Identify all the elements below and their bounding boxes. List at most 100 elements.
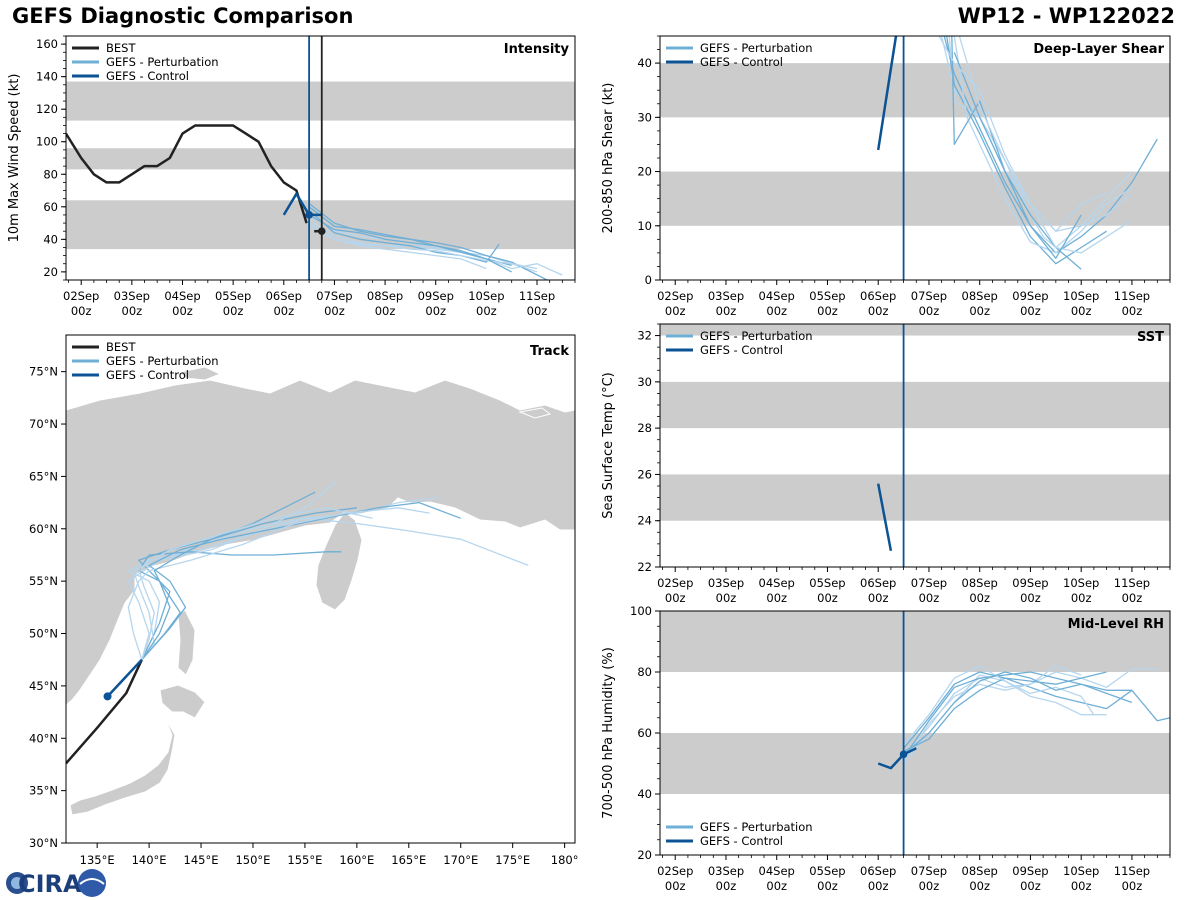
track-map-area (66, 366, 575, 816)
sst-xtick-label: 11Sep (1114, 576, 1150, 590)
shear-perturbation-line-7 (953, 52, 1082, 259)
sst-band-2 (660, 324, 1170, 336)
rh-xtick-label: 05Sep (809, 864, 845, 878)
sst-ytick-label: 26 (637, 467, 652, 481)
sst-xtick-sublabel: 00z (1020, 591, 1041, 605)
track-xtick-label: 140°E (132, 853, 167, 867)
rh-ytick-label: 20 (637, 848, 652, 862)
rh-xtick-sublabel: 00z (1071, 879, 1092, 893)
rh-control-line (877, 747, 917, 770)
shear-ytick-label: 10 (637, 219, 652, 233)
intensity-ytick-label: 140 (36, 70, 58, 84)
shear-xtick-label: 08Sep (962, 289, 998, 303)
intensity-xtick-sublabel: 00z (527, 304, 548, 318)
shear-xtick-sublabel: 00z (817, 304, 838, 318)
land-sakhalin (177, 609, 196, 676)
rh-band-1 (660, 611, 1170, 672)
shear-xtick-label: 09Sep (1012, 289, 1048, 303)
track-ytick-label: 40°N (29, 731, 58, 745)
sst-xtick-label: 04Sep (759, 576, 795, 590)
rh-xtick-label: 07Sep (911, 864, 947, 878)
sst-plot-area (660, 324, 1170, 567)
land-wrangel-island (518, 407, 552, 419)
shear-xtick-label: 03Sep (708, 289, 744, 303)
track-control-line (106, 658, 143, 698)
panel-track: 135°E 140°E 145°E 150°E 155°E 160°E 165°E 170°E… (29, 334, 578, 867)
track-xtick-label: 175°E (495, 853, 530, 867)
shear-xtick-label: 11Sep (1114, 289, 1150, 303)
rh-xtick-label: 02Sep (657, 864, 693, 878)
legend-label-best: BEST (106, 41, 136, 55)
track-ytick-label: 35°N (29, 784, 58, 798)
intensity-best-line (66, 124, 308, 224)
shear-xtick-label: 07Sep (911, 289, 947, 303)
rh-xtick-label: 09Sep (1012, 864, 1048, 878)
track-xtick-label: 150°E (235, 853, 270, 867)
rh-xtick-label: 08Sep (962, 864, 998, 878)
shear-xtick-sublabel: 00z (766, 304, 787, 318)
track-perturbation-line-3 (138, 551, 342, 661)
track-ytick-label: 65°N (29, 469, 58, 483)
intensity-plot-area (66, 36, 575, 280)
shear-xtick-sublabel: 00z (969, 304, 990, 318)
rh-xtick-label: 06Sep (860, 864, 896, 878)
intensity-ytick-label: 100 (36, 135, 58, 149)
sst-panel-title: SST (1137, 330, 1164, 345)
legend-label-best: BEST (106, 340, 136, 354)
intensity-ylabel: 10m Max Wind Speed (kt) (7, 74, 22, 243)
track-ytick-label: 50°N (29, 627, 58, 641)
cira-logo-text: CIRA (18, 870, 82, 898)
rh-xtick-label: 11Sep (1114, 864, 1150, 878)
land-asia-siberia (66, 379, 575, 706)
land-novosibirsk-islands (179, 366, 222, 381)
shear-perturbation-line-8 (938, 36, 1107, 232)
intensity-ytick-label: 40 (43, 232, 58, 246)
intensity-perturbation-line-3 (308, 209, 500, 263)
shear-ytick-label: 40 (637, 56, 652, 70)
rh-perturbation-line-4 (903, 665, 1082, 761)
intensity-xtick-label: 11Sep (519, 289, 555, 303)
intensity-perturbation-line-1 (308, 206, 548, 280)
sst-xtick-sublabel: 00z (969, 591, 990, 605)
rh-perturbation-line-7 (903, 671, 1133, 755)
track-ytick-label: 60°N (29, 522, 58, 536)
sst-ytick-label: 32 (637, 329, 652, 343)
land-hokkaido (159, 684, 206, 719)
shear-xtick-sublabel: 00z (1071, 304, 1092, 318)
sst-ytick-label: 22 (637, 560, 652, 574)
land-kamchatka (315, 511, 363, 611)
track-xtick-label: 145°E (184, 853, 219, 867)
rh-xtick-sublabel: 00z (716, 879, 737, 893)
rh-ytick-label: 40 (637, 787, 652, 801)
sst-xtick-label: 06Sep (860, 576, 896, 590)
figure-title: GEFS Diagnostic Comparison (12, 4, 354, 28)
sst-xtick-sublabel: 00z (817, 591, 838, 605)
intensity-xtick-sublabel: 00z (223, 304, 244, 318)
legend-label-perturbation: GEFS - Perturbation (106, 354, 219, 368)
shear-xtick-sublabel: 00z (665, 304, 686, 318)
intensity-ytick-label: 20 (43, 265, 58, 279)
shear-band-0 (660, 171, 1170, 226)
sst-xtick-sublabel: 00z (919, 591, 940, 605)
shear-xtick-label: 04Sep (759, 289, 795, 303)
shear-perturbation-line-1 (943, 36, 1158, 254)
intensity-best-marker (317, 227, 326, 235)
legend-label-perturbation: GEFS - Perturbation (106, 55, 219, 69)
panel-shear: 01020304002Sep00z03Sep00z04Sep00z05Sep00… (601, 35, 1171, 318)
intensity-xtick-label: 07Sep (316, 289, 352, 303)
legend-label-perturbation: GEFS - Perturbation (700, 820, 813, 834)
rh-perturbation-line-5 (903, 671, 1107, 752)
intensity-perturbation-line-7 (308, 202, 512, 273)
rh-control-marker (899, 750, 908, 759)
shear-panel-title: Deep-Layer Shear (1033, 42, 1164, 57)
rh-xtick-sublabel: 00z (969, 879, 990, 893)
track-frame (65, 334, 576, 844)
intensity-perturbation-line-0 (308, 214, 538, 273)
intensity-xtick-label: 04Sep (164, 289, 200, 303)
sst-band-1 (660, 381, 1170, 429)
intensity-xtick-label: 08Sep (367, 289, 403, 303)
sst-xtick-sublabel: 00z (766, 591, 787, 605)
track-xtick-label: 135°E (80, 853, 115, 867)
rh-xtick-sublabel: 00z (665, 879, 686, 893)
intensity-xtick-sublabel: 00z (324, 304, 345, 318)
